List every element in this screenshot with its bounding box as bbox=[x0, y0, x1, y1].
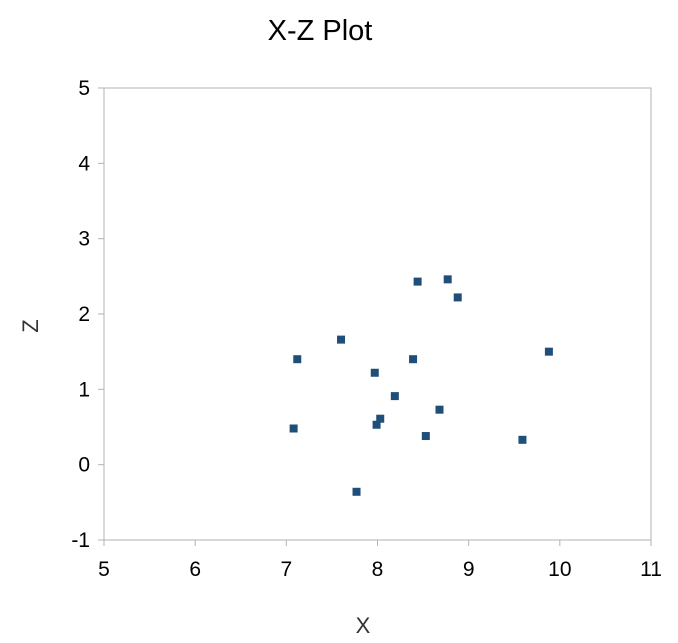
data-point bbox=[443, 275, 452, 284]
x-tick-label: 11 bbox=[640, 558, 662, 581]
y-tick-label: 0 bbox=[78, 454, 90, 477]
y-axis-label: Z bbox=[18, 319, 43, 332]
y-tick-label: 5 bbox=[78, 77, 90, 100]
data-point bbox=[372, 420, 381, 429]
data-point bbox=[544, 347, 553, 356]
x-tick-label: 6 bbox=[189, 558, 201, 581]
y-tick-label: 2 bbox=[78, 303, 90, 326]
y-tick-label: 4 bbox=[78, 152, 90, 175]
data-point bbox=[413, 277, 422, 286]
x-tick-label: 7 bbox=[280, 558, 292, 581]
data-points bbox=[289, 275, 553, 496]
x-axis-label: X bbox=[356, 613, 371, 638]
data-point bbox=[370, 368, 379, 377]
x-tick-label: 8 bbox=[372, 558, 384, 581]
data-point bbox=[352, 487, 361, 496]
data-point bbox=[409, 355, 418, 364]
x-tick-label: 10 bbox=[548, 558, 571, 581]
axis-ticks: 5 6 7 8 9 10 11 -1 0 1 2 3 4 5 bbox=[71, 77, 662, 581]
x-tick-label: 9 bbox=[463, 558, 475, 581]
x-tick-label: 5 bbox=[98, 558, 110, 581]
data-point bbox=[421, 432, 430, 441]
data-point bbox=[337, 335, 346, 344]
plot-area bbox=[103, 87, 652, 541]
y-tick-label: 1 bbox=[78, 378, 90, 401]
data-point bbox=[453, 293, 462, 302]
data-point bbox=[518, 435, 527, 444]
y-tick-label: 3 bbox=[78, 228, 90, 251]
data-point bbox=[293, 355, 302, 364]
y-tick-label: -1 bbox=[71, 529, 90, 552]
data-point bbox=[390, 392, 399, 401]
data-point bbox=[289, 424, 298, 433]
chart-title: X-Z Plot bbox=[268, 15, 373, 47]
data-point bbox=[435, 405, 444, 414]
data-point bbox=[376, 414, 385, 423]
